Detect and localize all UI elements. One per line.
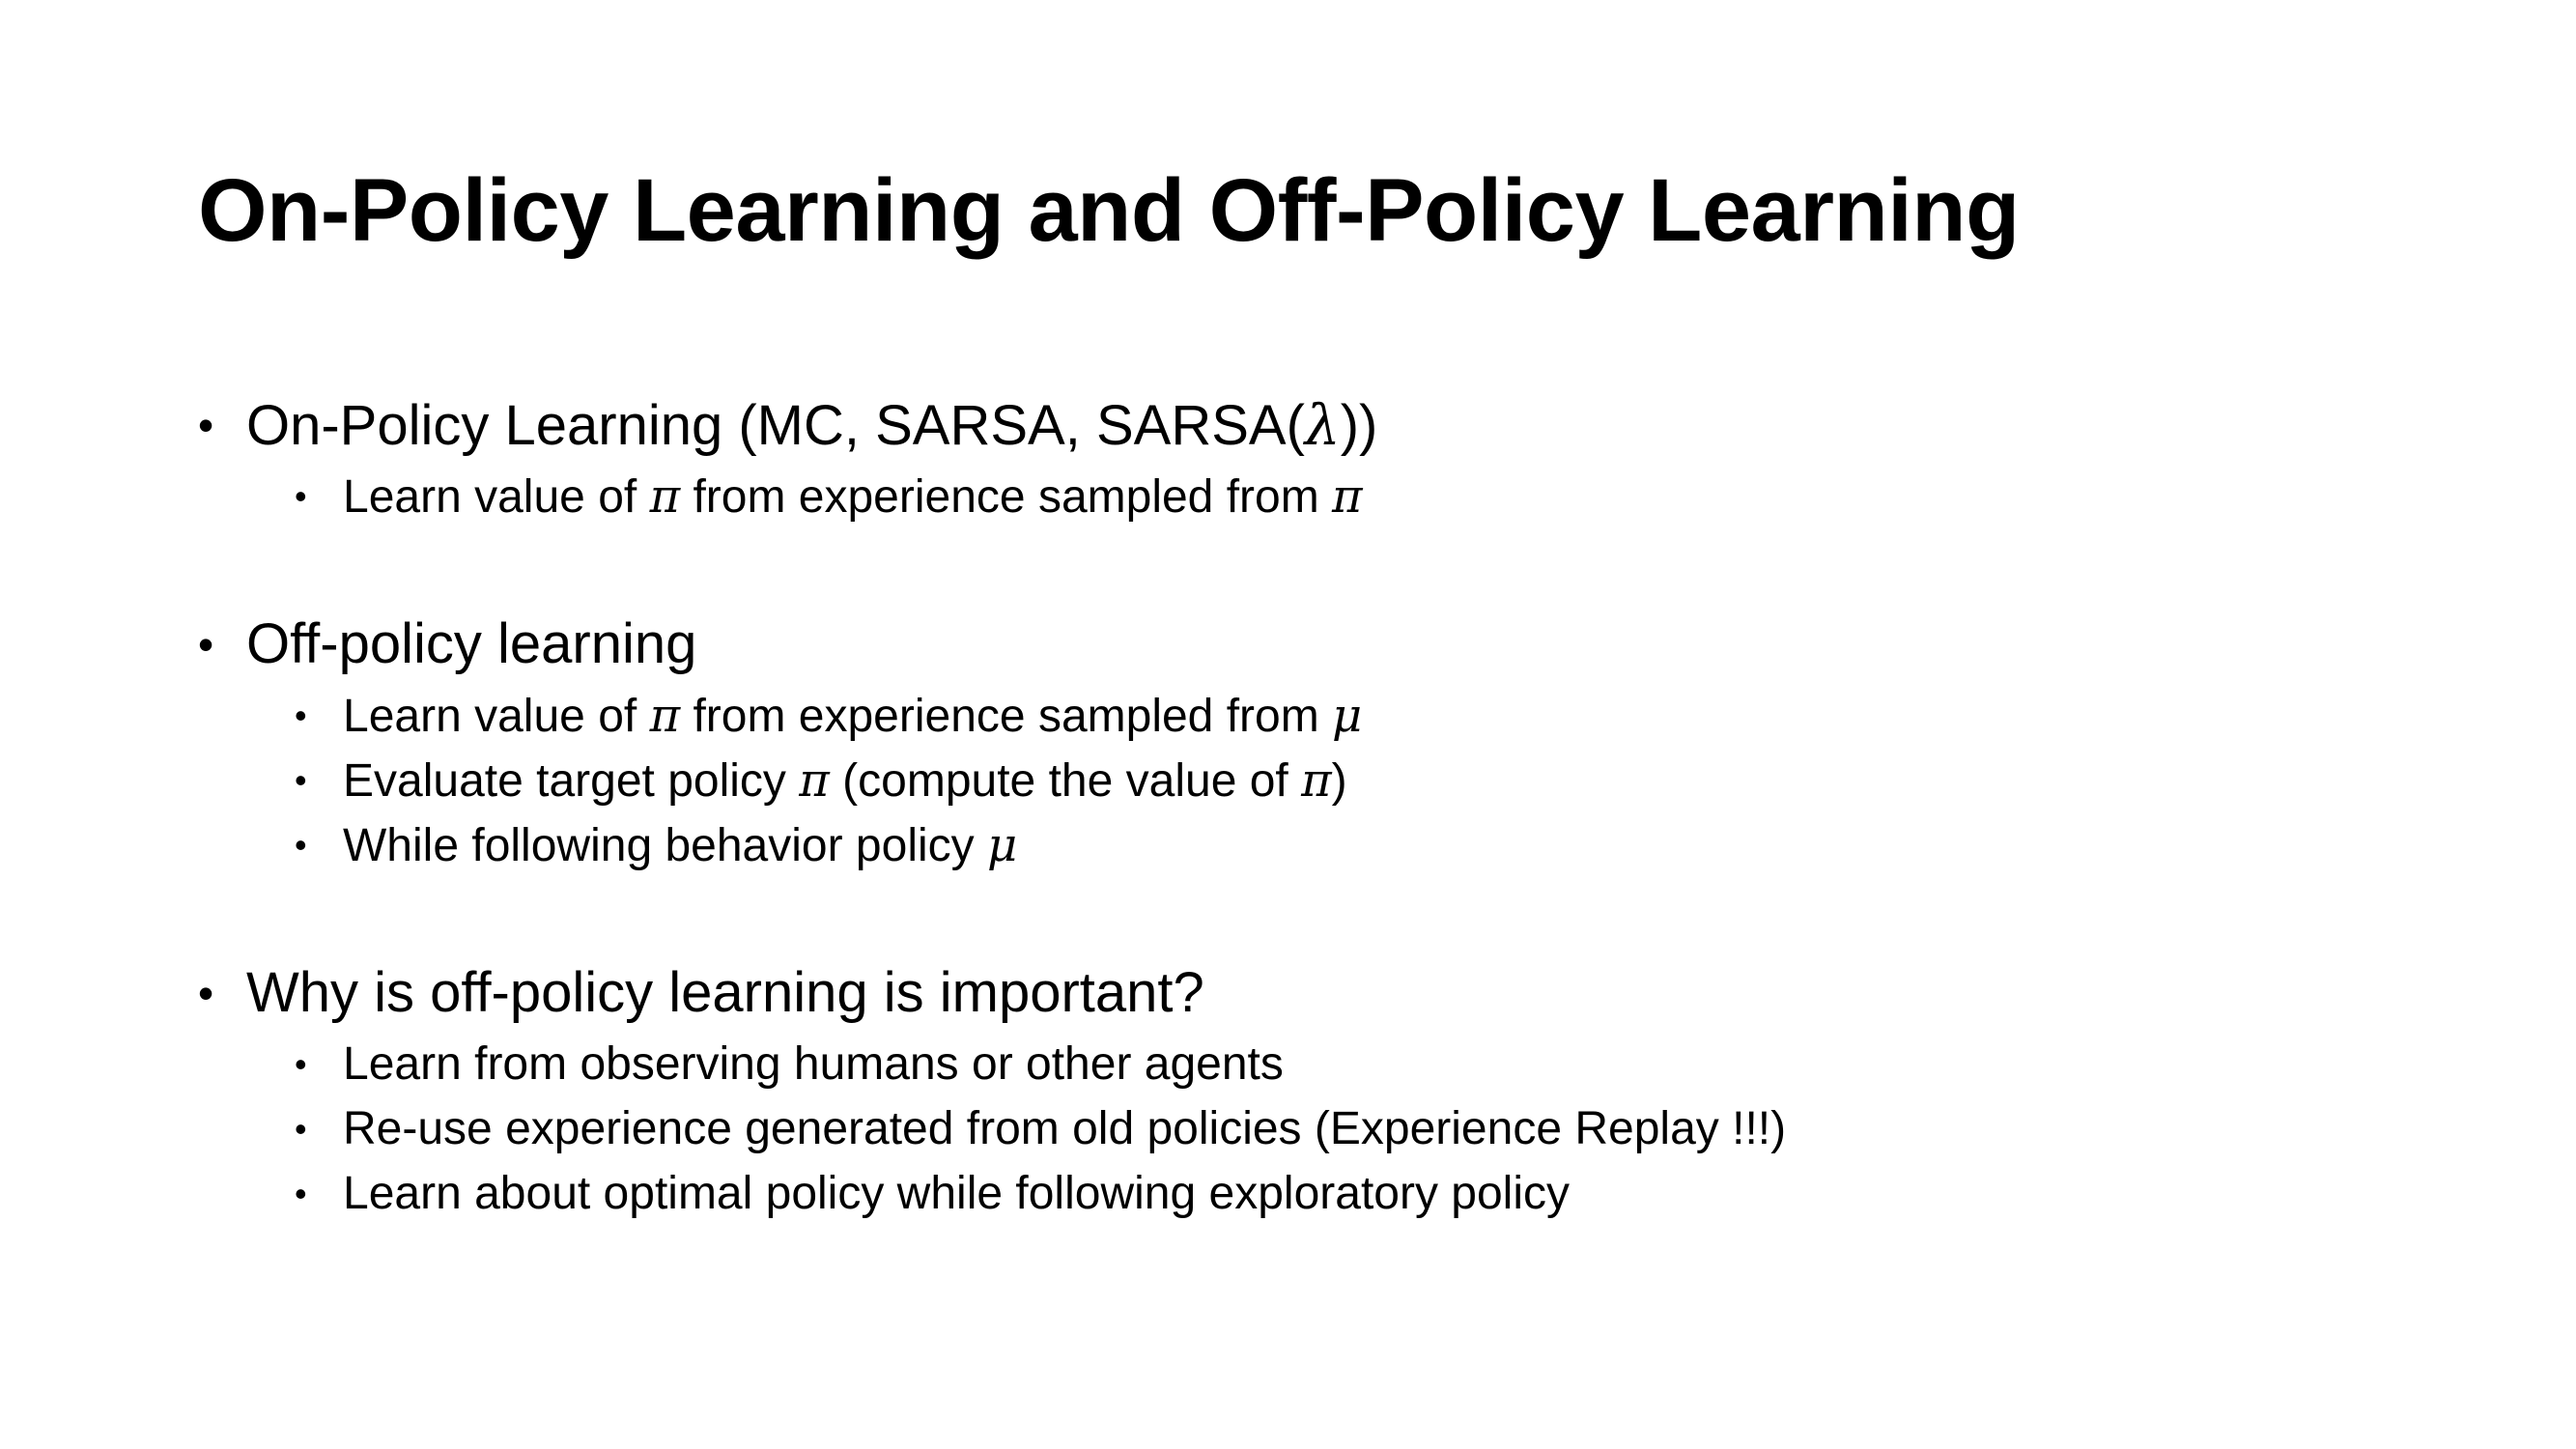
bullet-dot: • bbox=[198, 968, 214, 1018]
bullet-dot: • bbox=[295, 1174, 307, 1213]
bullet-dot: • bbox=[198, 400, 214, 450]
bullet-text: Learn value of π from experience sampled… bbox=[343, 689, 1363, 743]
bullet-text: Evaluate target policy π (compute the va… bbox=[343, 753, 1347, 808]
lambda-symbol: λ bbox=[1304, 392, 1341, 458]
slide-title: On-Policy Learning and Off-Policy Learni… bbox=[198, 161, 2020, 260]
bullet-text: Why is off-policy learning is important? bbox=[246, 961, 1204, 1024]
bullet-text: Off-policy learning bbox=[246, 612, 697, 675]
bullet-text: Learn value of π from experience sampled… bbox=[343, 469, 1363, 524]
bullet-dot: • bbox=[295, 760, 307, 800]
pi-symbol: π bbox=[649, 469, 681, 524]
bullet-text: Learn about optimal policy while followi… bbox=[343, 1168, 1571, 1219]
pi-symbol: π bbox=[1301, 753, 1332, 808]
bullet-text: On-Policy Learning (MC, SARSA, SARSA(λ)) bbox=[246, 392, 1378, 458]
mu-symbol: μ bbox=[986, 818, 1018, 872]
mu-symbol: μ bbox=[1332, 689, 1363, 743]
bullet-dot: • bbox=[295, 476, 307, 516]
bullet-dot: • bbox=[295, 1109, 307, 1149]
bullet-text: While following behavior policy μ bbox=[343, 818, 1018, 872]
pi-symbol: π bbox=[1332, 469, 1363, 524]
pi-symbol: π bbox=[799, 753, 830, 808]
bullet-text: Learn from observing humans or other age… bbox=[343, 1038, 1284, 1090]
bullet-dot: • bbox=[198, 619, 214, 669]
bullet-text: Re-use experience generated from old pol… bbox=[343, 1103, 1787, 1154]
bullet-dot: • bbox=[295, 1044, 307, 1084]
bullet-dot: • bbox=[295, 825, 307, 865]
bullet-dot: • bbox=[295, 696, 307, 735]
pi-symbol: π bbox=[649, 689, 681, 743]
